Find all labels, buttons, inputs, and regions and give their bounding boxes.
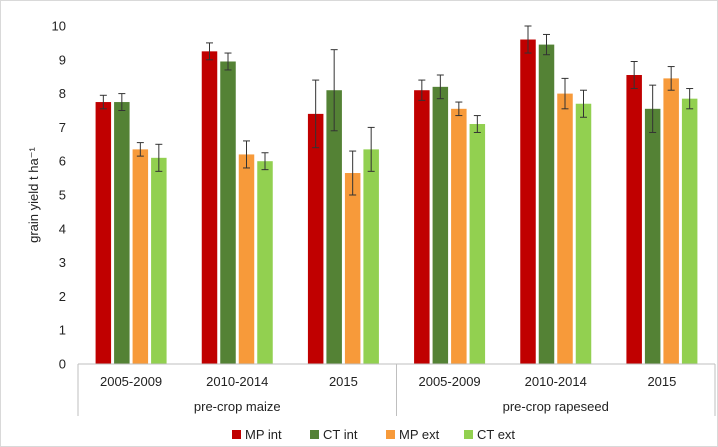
bar bbox=[114, 102, 130, 365]
bar bbox=[414, 90, 430, 364]
legend-swatch bbox=[232, 430, 241, 439]
y-tick-label: 7 bbox=[59, 120, 66, 135]
bar bbox=[451, 108, 467, 364]
bars-layer bbox=[95, 39, 698, 365]
bar bbox=[663, 78, 679, 364]
bar bbox=[201, 51, 218, 364]
bar bbox=[432, 86, 449, 364]
legend-swatch bbox=[464, 430, 473, 439]
y-tick-label: 10 bbox=[52, 19, 66, 34]
bar bbox=[151, 157, 167, 364]
legend-swatch bbox=[386, 430, 395, 439]
legend-label: MP ext bbox=[399, 427, 440, 442]
y-tick-label: 8 bbox=[59, 86, 66, 101]
bar bbox=[132, 149, 149, 364]
x-tick-label: 2015 bbox=[329, 374, 358, 389]
bar bbox=[326, 90, 342, 364]
y-axis-ticks: 0 1 2 3 4 5 6 7 8 9 10 bbox=[52, 19, 66, 372]
bar bbox=[344, 173, 361, 364]
y-tick-label: 9 bbox=[59, 52, 66, 67]
bar bbox=[220, 61, 236, 365]
x-tick-label: 2010-2014 bbox=[206, 374, 268, 389]
bar bbox=[95, 102, 112, 365]
group-label: pre-crop rapeseed bbox=[503, 399, 609, 414]
bar bbox=[363, 149, 379, 364]
y-tick-label: 3 bbox=[59, 255, 66, 270]
bar bbox=[469, 124, 486, 365]
error-bars-layer bbox=[99, 25, 694, 196]
legend-label: MP int bbox=[245, 427, 282, 442]
x-tick-label: 2010-2014 bbox=[525, 374, 587, 389]
x-tick-label: 2005-2009 bbox=[418, 374, 480, 389]
x-tick-label: 2005-2009 bbox=[100, 374, 162, 389]
bar bbox=[520, 39, 536, 365]
x-axis-labels: 2005-2009 2010-2014 2015 2005-2009 2010-2014… bbox=[77, 364, 716, 416]
y-tick-label: 2 bbox=[59, 289, 66, 304]
y-tick-label: 5 bbox=[59, 188, 66, 203]
bar bbox=[238, 154, 255, 364]
x-tick-label: 2015 bbox=[647, 374, 676, 389]
y-tick-label: 1 bbox=[59, 323, 66, 338]
bar bbox=[626, 75, 642, 364]
bar bbox=[681, 98, 698, 365]
legend: MP int CT int MP ext CT ext bbox=[232, 427, 515, 442]
y-tick-label: 0 bbox=[59, 357, 66, 372]
y-axis-label: grain yield t ha⁻¹ bbox=[26, 146, 41, 242]
bar bbox=[557, 93, 573, 364]
y-tick-label: 4 bbox=[59, 221, 66, 236]
legend-label: CT ext bbox=[477, 427, 515, 442]
y-tick-label: 6 bbox=[59, 154, 66, 169]
legend-swatch bbox=[310, 430, 319, 439]
bar bbox=[644, 108, 661, 364]
bar bbox=[575, 103, 592, 365]
group-label: pre-crop maize bbox=[194, 399, 281, 414]
legend-label: CT int bbox=[323, 427, 358, 442]
bar bbox=[538, 44, 555, 365]
bar bbox=[307, 113, 324, 364]
bar bbox=[257, 161, 273, 364]
